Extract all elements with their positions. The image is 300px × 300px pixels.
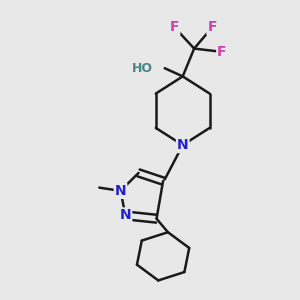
- Text: F: F: [170, 20, 179, 34]
- Text: N: N: [120, 208, 131, 222]
- Text: F: F: [217, 45, 227, 59]
- Text: HO: HO: [132, 62, 153, 75]
- Text: N: N: [115, 184, 126, 198]
- Text: N: N: [177, 138, 188, 152]
- Text: F: F: [207, 20, 217, 34]
